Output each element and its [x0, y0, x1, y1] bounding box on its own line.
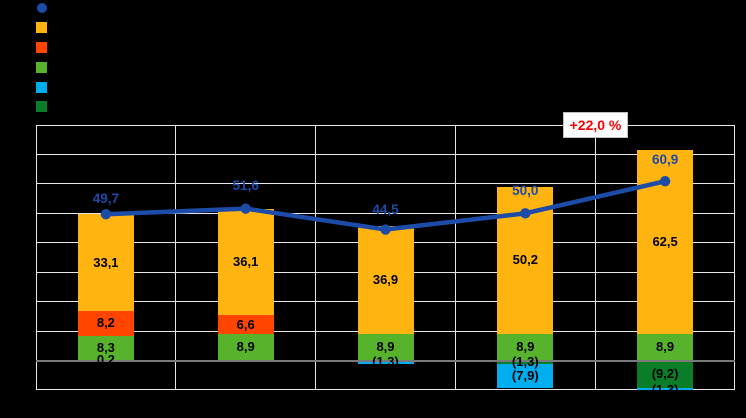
bar4-label-cyan: (7,9)	[511, 368, 539, 383]
zero-axis-line	[36, 359, 735, 362]
gridline-vertical	[454, 125, 456, 390]
line-marker	[100, 209, 112, 220]
line-marker	[380, 224, 391, 235]
legend-marker-green-square-icon	[36, 62, 47, 73]
legend-item-orange	[0, 22, 200, 36]
bar1-label-red: 8,2	[96, 315, 115, 331]
gridline-vertical	[175, 125, 177, 390]
gridline-vertical	[36, 125, 37, 390]
bar1-segment-green	[77, 335, 134, 360]
line-value-label: 44,5	[372, 201, 399, 217]
bar4-label-darkgreen: (1,3)	[511, 354, 539, 370]
bar5-segment-darkgreen	[637, 360, 694, 388]
bar5-label-green: 8,9	[656, 339, 675, 355]
legend-marker-darkgreen-square-icon	[36, 101, 47, 112]
bar4-segment-cyan	[497, 364, 554, 388]
bar1-segment-orange	[77, 213, 134, 312]
bar3-label-cyan: (1,3)	[372, 354, 399, 370]
growth-annotation: +22,0 %	[563, 112, 628, 138]
legend-marker-total-line-circle-icon	[37, 3, 47, 13]
bar1-segment-red	[77, 311, 134, 336]
total-line	[100, 176, 671, 235]
bar2-segment-orange	[217, 208, 274, 315]
bar2-segment-red	[217, 314, 274, 335]
gridline-horizontal	[36, 212, 735, 214]
legend-marker-cyan-square-icon	[36, 82, 47, 93]
bar2-label-orange: 36,1	[233, 253, 259, 269]
bar5-label-darkgreen: (9,2)	[651, 366, 679, 382]
legend-item-green	[0, 62, 200, 76]
bar2-label-red: 6,6	[236, 316, 255, 332]
line-value-label: 51,6	[232, 177, 259, 193]
legend-item-total-line	[0, 3, 200, 17]
bar1-label-cyan: 0,2	[96, 352, 115, 368]
legend-marker-red-square-icon	[36, 42, 47, 53]
bar2-label-green: 8,9	[236, 339, 255, 355]
bar1-label-green: 8,3	[96, 339, 115, 355]
bar2-segment-green	[217, 334, 274, 361]
legend-marker-orange-square-icon	[36, 22, 47, 33]
gridline-horizontal	[36, 183, 735, 185]
gridline-vertical	[594, 125, 596, 390]
bar4-label-orange: 50,2	[512, 252, 538, 268]
bar5-segment-cyan	[637, 387, 694, 390]
bar3-segment-orange	[357, 225, 414, 335]
gridline-horizontal	[36, 125, 735, 126]
line-marker	[240, 203, 251, 214]
bar3-segment-green	[357, 334, 414, 361]
bar3-segment-cyan	[357, 360, 414, 365]
gridline-vertical	[734, 125, 735, 390]
line-value-label: 60,9	[651, 152, 679, 168]
line-marker	[520, 208, 531, 219]
bar3-label-orange: 36,9	[372, 272, 399, 288]
gridline-vertical	[315, 125, 317, 390]
bar4-label-green: 8,9	[516, 339, 535, 355]
line-value-label: 50,0	[512, 183, 539, 199]
legend-item-red	[0, 42, 200, 56]
legend-item-cyan	[0, 82, 200, 96]
bar4-segment-darkgreen	[497, 360, 554, 365]
legend	[0, 0, 300, 120]
bar5-segment-green	[637, 334, 694, 361]
bar1-label-orange: 33,1	[93, 254, 119, 270]
plot-area: 0,2 8,3 8,2 33,1 8,9 6,6 36,1 8,9 36,9 (1,3) 8,9 50…	[36, 125, 735, 390]
bar3-label-green: 8,9	[376, 339, 395, 355]
growth-annotation-text: +22,0 %	[569, 117, 622, 133]
bar5-label-orange: 62,5	[652, 234, 678, 250]
line-value-label: 49,7	[92, 191, 120, 207]
bar4-segment-green	[497, 334, 554, 361]
legend-item-darkgreen	[0, 101, 200, 115]
bar5-label-cyan: (1,3)	[651, 381, 679, 390]
gridline-horizontal	[36, 153, 735, 155]
line-marker	[659, 176, 671, 187]
gridline-horizontal	[36, 389, 735, 390]
